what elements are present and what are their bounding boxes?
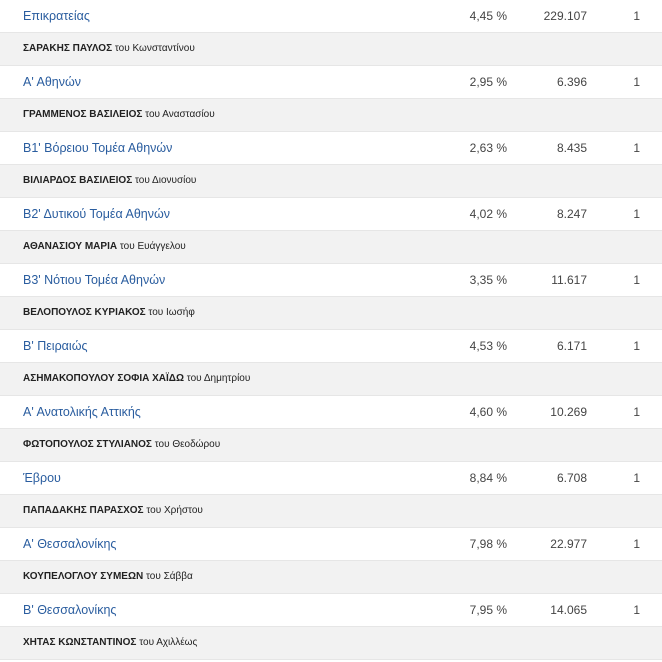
candidate-name: ΒΙΛΙΑΡΔΟΣ ΒΑΣΙΛΕΙΟΣ του Διονυσίου [23, 175, 197, 186]
votes: 6.171 [556, 339, 587, 353]
district-link[interactable]: Α' Θεσσαλονίκης [23, 537, 117, 551]
votes: 10.269 [550, 405, 587, 419]
votes: 11.617 [551, 273, 587, 287]
candidate-patronymic: του Δημητρίου [186, 373, 251, 384]
percentage: 7,95 % [469, 603, 507, 617]
percentage: 8,84 % [469, 471, 507, 485]
votes: 229.107 [543, 9, 587, 23]
seats: 1 [633, 405, 640, 419]
candidate-row: ΧΗΤΑΣ ΚΩΝΣΤΑΝΤΙΝΟΣ του Αχιλλέως [0, 627, 662, 660]
candidate-row: ΦΩΤΟΠΟΥΛΟΣ ΣΤΥΛΙΑΝΟΣ του Θεοδώρου [0, 429, 662, 462]
candidate-patronymic: του Ευάγγελου [119, 241, 186, 252]
seats: 1 [633, 207, 640, 221]
percentage: 4,60 % [469, 405, 507, 419]
seats: 1 [633, 273, 640, 287]
candidate-row: ΑΘΑΝΑΣΙΟΥ ΜΑΡΙΑ του Ευάγγελου [0, 231, 662, 264]
percentage: 4,53 % [469, 339, 507, 353]
percentage: 4,45 % [469, 9, 507, 23]
district-row: Α' Αθηνών 2,95 % 6.396 1 [0, 66, 662, 99]
seats: 1 [633, 339, 640, 353]
votes: 6.396 [556, 75, 587, 89]
district-link[interactable]: Επικρατείας [23, 9, 90, 23]
candidate-patronymic: του Κωνσταντίνου [114, 43, 195, 54]
district-link[interactable]: Α' Ανατολικής Αττικής [23, 405, 141, 419]
candidate-name: ΣΑΡΑΚΗΣ ΠΑΥΛΟΣ του Κωνσταντίνου [23, 43, 195, 54]
percentage: 4,02 % [469, 207, 507, 221]
candidate-name: ΓΡΑΜΜΕΝΟΣ ΒΑΣΙΛΕΙΟΣ του Αναστασίου [23, 109, 215, 120]
votes: 8.435 [556, 141, 587, 155]
percentage: 2,95 % [469, 75, 507, 89]
district-row: Α' Ανατολικής Αττικής 4,60 % 10.269 1 [0, 396, 662, 429]
seats: 1 [633, 141, 640, 155]
district-link[interactable]: Β2' Δυτικού Τομέα Αθηνών [23, 207, 170, 221]
district-row: Έβρου 8,84 % 6.708 1 [0, 462, 662, 495]
candidate-name: ΚΟΥΠΕΛΟΓΛΟΥ ΣΥΜΕΩΝ του Σάββα [23, 571, 193, 582]
district-link[interactable]: Έβρου [23, 471, 61, 485]
candidate-patronymic: του Διονυσίου [134, 175, 197, 186]
votes: 14.065 [550, 603, 587, 617]
candidate-name: ΦΩΤΟΠΟΥΛΟΣ ΣΤΥΛΙΑΝΟΣ του Θεοδώρου [23, 439, 221, 450]
candidate-name: ΧΗΤΑΣ ΚΩΝΣΤΑΝΤΙΝΟΣ του Αχιλλέως [23, 637, 198, 648]
candidate-patronymic: του Χρήστου [146, 505, 203, 516]
district-link[interactable]: Β' Θεσσαλονίκης [23, 603, 117, 617]
district-row: Β1' Βόρειου Τομέα Αθηνών 2,63 % 8.435 1 [0, 132, 662, 165]
district-row: Α' Θεσσαλονίκης 7,98 % 22.977 1 [0, 528, 662, 561]
district-row: Β' Θεσσαλονίκης 7,95 % 14.065 1 [0, 594, 662, 627]
candidate-patronymic: του Σάββα [145, 571, 193, 582]
seats: 1 [633, 603, 640, 617]
votes: 22.977 [550, 537, 587, 551]
district-row: Β2' Δυτικού Τομέα Αθηνών 4,02 % 8.247 1 [0, 198, 662, 231]
percentage: 2,63 % [469, 141, 507, 155]
district-link[interactable]: Α' Αθηνών [23, 75, 82, 89]
candidate-row: ΒΕΛΟΠΟΥΛΟΣ ΚΥΡΙΑΚΟΣ του Ιωσήφ [0, 297, 662, 330]
district-row: Β3' Νότιου Τομέα Αθηνών 3,35 % 11.617 1 [0, 264, 662, 297]
candidate-name: ΠΑΠΑΔΑΚΗΣ ΠΑΡΑΣΧΟΣ του Χρήστου [23, 505, 203, 516]
candidate-row: ΑΣΗΜΑΚΟΠΟΥΛΟΥ ΣΟΦΙΑ ΧΑΪΔΩ του Δημητρίου [0, 363, 662, 396]
candidate-row: ΓΡΑΜΜΕΝΟΣ ΒΑΣΙΛΕΙΟΣ του Αναστασίου [0, 99, 662, 132]
seats: 1 [633, 75, 640, 89]
candidate-patronymic: του Θεοδώρου [154, 439, 221, 450]
candidate-patronymic: του Αχιλλέως [139, 637, 198, 648]
candidate-name: ΑΘΑΝΑΣΙΟΥ ΜΑΡΙΑ του Ευάγγελου [23, 241, 186, 252]
district-link[interactable]: Β1' Βόρειου Τομέα Αθηνών [23, 141, 173, 155]
district-link[interactable]: Β3' Νότιου Τομέα Αθηνών [23, 273, 166, 287]
candidate-row: ΣΑΡΑΚΗΣ ΠΑΥΛΟΣ του Κωνσταντίνου [0, 33, 662, 66]
candidate-row: ΠΑΠΑΔΑΚΗΣ ΠΑΡΑΣΧΟΣ του Χρήστου [0, 495, 662, 528]
candidate-row: ΒΙΛΙΑΡΔΟΣ ΒΑΣΙΛΕΙΟΣ του Διονυσίου [0, 165, 662, 198]
district-link[interactable]: Β' Πειραιώς [23, 339, 88, 353]
seats: 1 [633, 9, 640, 23]
percentage: 3,35 % [469, 273, 507, 287]
candidate-row: ΚΟΥΠΕΛΟΓΛΟΥ ΣΥΜΕΩΝ του Σάββα [0, 561, 662, 594]
district-row: Επικρατείας 4,45 % 229.107 1 [0, 0, 662, 33]
district-row: Β' Πειραιώς 4,53 % 6.171 1 [0, 330, 662, 363]
votes: 8.247 [556, 207, 587, 221]
candidate-patronymic: του Ιωσήφ [148, 307, 195, 318]
percentage: 7,98 % [469, 537, 507, 551]
seats: 1 [633, 537, 640, 551]
seats: 1 [633, 471, 640, 485]
candidate-patronymic: του Αναστασίου [145, 109, 215, 120]
candidate-name: ΑΣΗΜΑΚΟΠΟΥΛΟΥ ΣΟΦΙΑ ΧΑΪΔΩ του Δημητρίου [23, 373, 251, 384]
candidate-name: ΒΕΛΟΠΟΥΛΟΣ ΚΥΡΙΑΚΟΣ του Ιωσήφ [23, 307, 195, 318]
votes: 6.708 [556, 471, 587, 485]
